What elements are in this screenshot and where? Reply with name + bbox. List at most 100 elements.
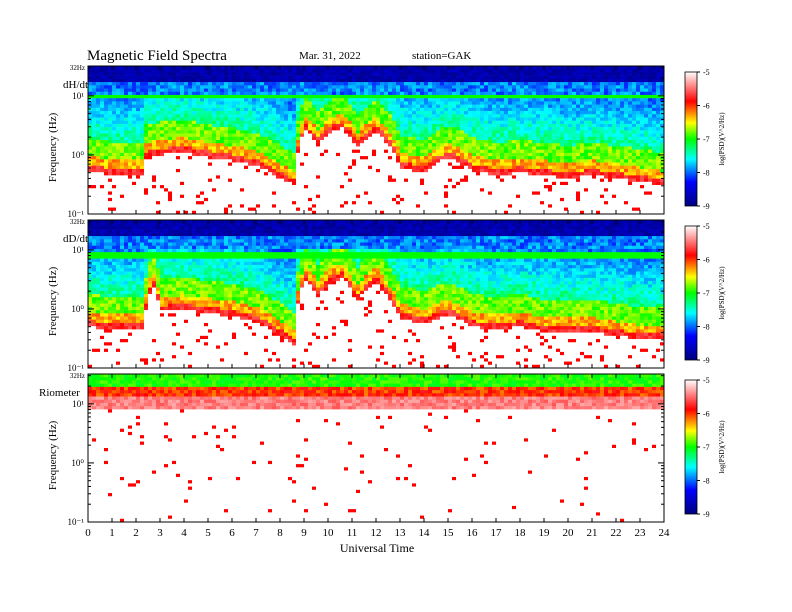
heatmap-cell <box>468 146 473 150</box>
heatmap-cell <box>264 159 269 163</box>
heatmap-cell <box>416 136 421 141</box>
heatmap-cell <box>236 210 241 215</box>
heatmap-cell <box>444 185 449 189</box>
heatmap-cell <box>344 149 349 154</box>
heatmap-cell <box>124 127 129 131</box>
heatmap-cell <box>288 152 293 157</box>
heatmap-cell <box>92 111 97 115</box>
heatmap-cell <box>488 85 493 89</box>
heatmap-cell <box>448 107 453 112</box>
heatmap-cell <box>480 185 485 189</box>
heatmap-cell <box>156 130 161 134</box>
heatmap-cell <box>184 66 189 70</box>
heatmap-cell <box>448 168 453 173</box>
heatmap-cell <box>516 114 521 118</box>
heatmap-cell <box>108 143 113 147</box>
heatmap-cell <box>348 85 353 89</box>
heatmap-cell <box>276 140 281 144</box>
heatmap-cell <box>240 165 245 170</box>
heatmap-cell <box>520 88 525 93</box>
heatmap-cell <box>164 123 169 128</box>
heatmap-cell <box>140 120 145 125</box>
heatmap-cell <box>132 156 137 160</box>
heatmap-cell <box>220 120 225 125</box>
heatmap-cell <box>396 172 401 176</box>
heatmap-cell <box>352 185 357 189</box>
heatmap-cell <box>336 78 341 83</box>
heatmap-cell <box>452 188 457 192</box>
heatmap-cell <box>440 143 445 147</box>
heatmap-cell <box>516 101 521 105</box>
heatmap-cell <box>412 181 417 186</box>
heatmap-cell <box>116 207 121 212</box>
heatmap-cell <box>188 156 193 160</box>
heatmap-cell <box>176 149 181 154</box>
heatmap-cell <box>380 66 385 70</box>
heatmap-cell <box>268 78 273 83</box>
heatmap-cell <box>220 69 225 73</box>
heatmap-cell <box>108 172 113 176</box>
heatmap-cell <box>432 98 437 102</box>
heatmap-cell <box>400 181 405 186</box>
heatmap-cell <box>440 136 445 141</box>
heatmap-cell <box>248 107 253 112</box>
heatmap-cell <box>456 88 461 93</box>
heatmap-cell <box>224 168 229 173</box>
heatmap-cell <box>300 101 305 105</box>
heatmap-cell <box>108 101 113 105</box>
heatmap-cell <box>436 69 441 73</box>
heatmap-cell <box>260 127 265 131</box>
heatmap-cell <box>156 91 161 96</box>
heatmap-cell <box>208 114 213 118</box>
heatmap-cell <box>260 120 265 125</box>
heatmap-cell <box>512 152 517 157</box>
heatmap-cell <box>508 107 513 112</box>
heatmap-cell <box>168 85 173 89</box>
heatmap-cell <box>284 204 289 208</box>
heatmap-cell <box>348 111 353 115</box>
heatmap-cell <box>100 146 105 150</box>
heatmap-cell <box>320 178 325 183</box>
heatmap-cell <box>396 207 401 212</box>
heatmap-cell <box>252 75 257 80</box>
heatmap-cell <box>100 82 105 86</box>
heatmap-cell <box>404 111 409 115</box>
heatmap-cell <box>220 191 225 195</box>
heatmap-cell <box>368 111 373 115</box>
heatmap-cell <box>468 140 473 144</box>
heatmap-cell <box>252 185 257 189</box>
heatmap-cell <box>416 130 421 134</box>
heatmap-cell <box>496 140 501 144</box>
heatmap-cell <box>480 72 485 76</box>
heatmap-cell <box>472 185 477 189</box>
heatmap-cell <box>516 69 521 73</box>
heatmap-cell <box>436 149 441 154</box>
heatmap-cell <box>112 101 117 105</box>
heatmap-cell <box>104 82 109 86</box>
heatmap-cell <box>452 133 457 138</box>
heatmap-cell <box>472 204 477 208</box>
heatmap-cell <box>216 201 221 205</box>
heatmap-cell <box>424 117 429 121</box>
heatmap-cell <box>392 130 397 134</box>
heatmap-cell <box>248 156 253 160</box>
heatmap-cell <box>176 165 181 170</box>
heatmap-cell <box>488 91 493 96</box>
heatmap-cell <box>128 188 133 192</box>
heatmap-cell <box>324 156 329 160</box>
heatmap-cell <box>408 191 413 195</box>
heatmap-cell <box>240 146 245 150</box>
heatmap-cell <box>464 88 469 93</box>
heatmap-cell <box>448 130 453 134</box>
heatmap-cell <box>104 88 109 93</box>
heatmap-cell <box>160 168 165 173</box>
heatmap-cell <box>452 82 457 86</box>
heatmap-cell <box>200 127 205 131</box>
heatmap-cell <box>104 194 109 199</box>
heatmap-cell <box>476 181 481 186</box>
heatmap-cell <box>384 66 389 70</box>
heatmap-cell <box>368 201 373 205</box>
heatmap-cell <box>488 175 493 179</box>
heatmap-cell <box>192 162 197 167</box>
heatmap-cell <box>232 98 237 102</box>
